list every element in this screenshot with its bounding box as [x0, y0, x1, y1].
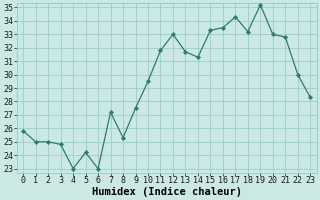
X-axis label: Humidex (Indice chaleur): Humidex (Indice chaleur): [92, 186, 242, 197]
